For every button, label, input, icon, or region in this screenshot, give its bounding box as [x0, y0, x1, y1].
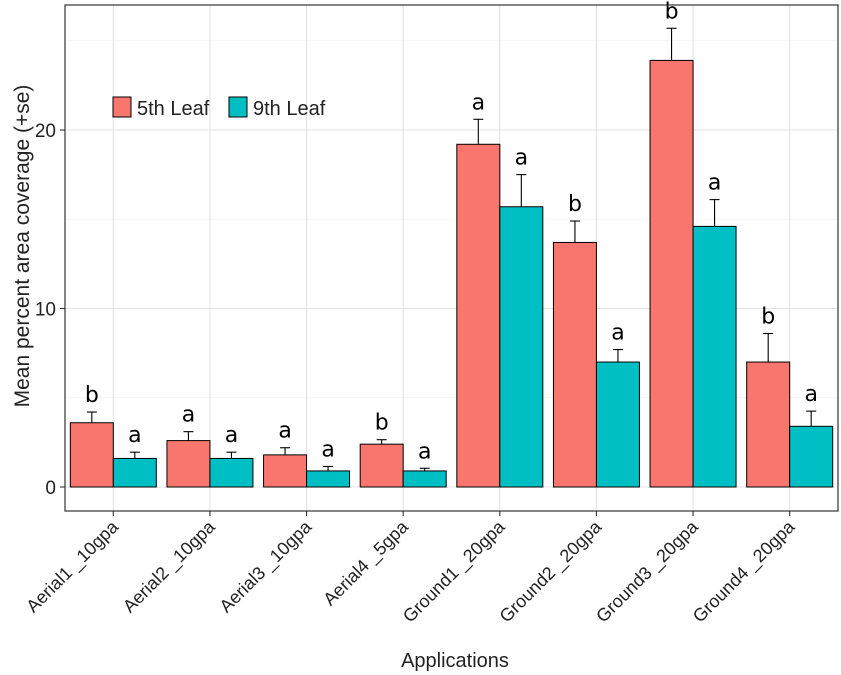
- significance-letter: a: [225, 423, 238, 448]
- bar-9th-leaf: [692, 225, 737, 488]
- significance-letter: a: [804, 382, 817, 407]
- bar-5th-leaf: [263, 454, 308, 488]
- error-bar: [516, 174, 527, 207]
- bars: [69, 59, 834, 488]
- significance-letter: a: [321, 437, 334, 462]
- y-tick-label: 20: [35, 121, 56, 142]
- legend-label-9th-leaf: 9th Leaf: [253, 98, 326, 120]
- bar-9th-leaf: [595, 361, 640, 488]
- significance-letter: b: [761, 304, 775, 329]
- error-bar: [612, 349, 623, 363]
- significance-letter: a: [278, 419, 291, 444]
- error-bar: [419, 467, 430, 471]
- error-bar: [763, 332, 774, 363]
- error-bar: [86, 411, 97, 423]
- bar-5th-leaf: [69, 422, 114, 488]
- error-bar: [666, 27, 677, 61]
- error-bar: [806, 410, 817, 427]
- error-bar: [323, 465, 334, 471]
- error-bar: [129, 451, 140, 459]
- legend-key-9th-leaf: [228, 96, 248, 118]
- significance-letter: a: [128, 423, 141, 448]
- significance-letter: b: [85, 383, 99, 408]
- legend-label-5th-leaf: 5th Leaf: [137, 98, 210, 120]
- error-bar: [569, 220, 580, 243]
- y-axis: 0 10 20: [35, 121, 65, 499]
- significance-letter: a: [418, 439, 431, 464]
- significance-letters: b a a b a b b b a a a a a a a a: [85, 0, 818, 464]
- bar-5th-leaf: [359, 443, 404, 488]
- bar-5th-leaf: [649, 59, 694, 488]
- x-axis-title: Applications: [401, 650, 509, 672]
- y-axis-title: Mean percent area coverage (+se): [11, 85, 34, 408]
- significance-letter: a: [611, 321, 624, 346]
- legend: 5th Leaf 9th Leaf: [112, 96, 326, 120]
- error-bar: [473, 118, 484, 145]
- significance-letter: a: [472, 90, 485, 115]
- plot-panel-border: [64, 4, 839, 512]
- legend-key-5th-leaf: [112, 96, 132, 118]
- error-bar: [280, 447, 291, 455]
- y-tick-label: 10: [35, 300, 56, 321]
- error-bar: [709, 199, 720, 227]
- bar-5th-leaf: [746, 361, 791, 488]
- error-bar: [376, 439, 387, 445]
- bar-5th-leaf: [552, 241, 597, 488]
- significance-letter: b: [665, 0, 679, 24]
- significance-letter: a: [515, 146, 528, 171]
- bar-9th-leaf: [306, 470, 351, 488]
- bar-9th-leaf: [209, 457, 254, 488]
- error-bar: [226, 451, 237, 459]
- bar-5th-leaf: [456, 143, 501, 488]
- significance-letter: a: [708, 171, 721, 196]
- error-bar: [183, 431, 194, 441]
- bar-9th-leaf: [112, 457, 157, 488]
- significance-letter: b: [375, 411, 389, 436]
- y-tick-label: 0: [45, 478, 56, 499]
- error-bars: [86, 27, 817, 471]
- significance-letter: a: [182, 403, 195, 428]
- significance-letter: b: [568, 192, 582, 217]
- bar-9th-leaf: [402, 470, 447, 488]
- bar-5th-leaf: [166, 440, 211, 488]
- bar-9th-leaf: [789, 425, 834, 488]
- bar-9th-leaf: [499, 206, 544, 488]
